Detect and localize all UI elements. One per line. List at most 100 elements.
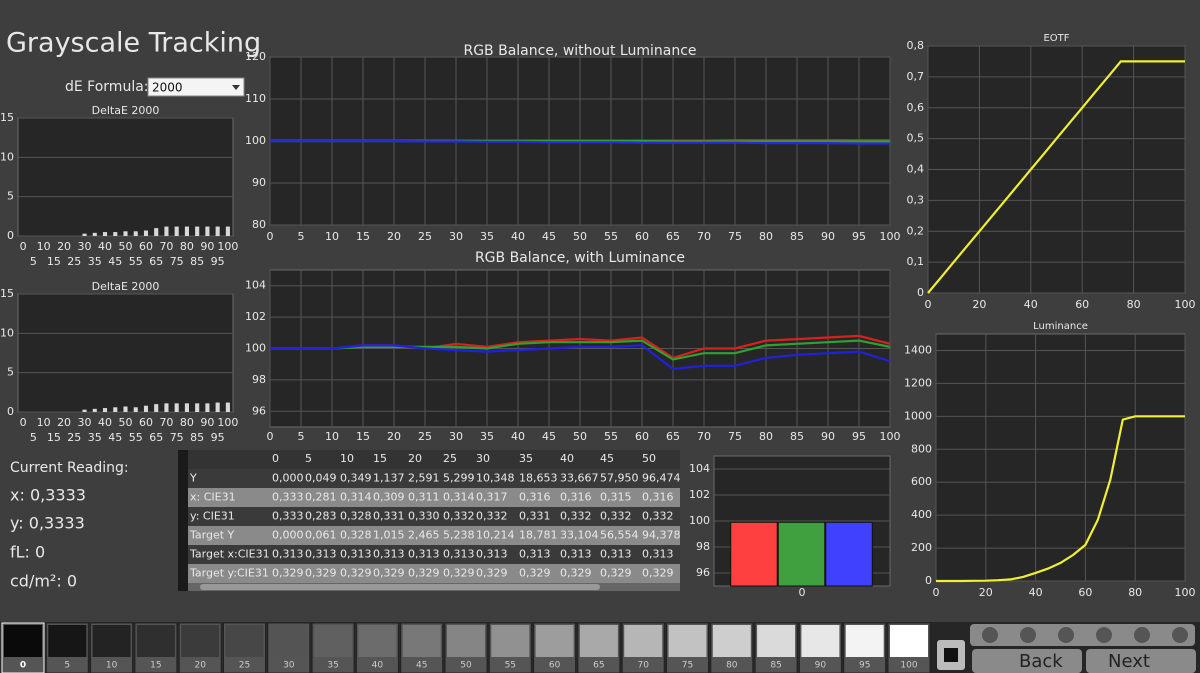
y-tick-label: 1200 [904,376,932,389]
table-row [188,545,680,564]
swatch-label[interactable]: 75 [682,661,693,671]
y-tick-label: 0 [925,574,932,587]
x-tick-label: 55 [129,431,143,444]
x-tick-label: 15 [47,431,61,444]
button[interactable] [1020,627,1036,643]
y-tick-label: 1400 [904,343,932,356]
swatch-label[interactable]: 25 [239,661,250,671]
table-cell: 0,309 [373,491,405,504]
table-cell: 0,332 [600,510,632,523]
x-tick-label: 20 [57,416,71,429]
y-tick-label: 98 [252,373,266,386]
swatch-label[interactable]: 55 [505,661,516,671]
table-row [188,488,680,507]
swatch-label[interactable]: 90 [815,661,827,671]
next-label[interactable]: Next [1108,651,1150,672]
formula-value[interactable]: 2000 [152,81,183,95]
swatch-label[interactable]: 70 [637,661,649,671]
plot-area [935,333,1186,582]
swatch-label[interactable]: 60 [549,661,561,671]
back-button[interactable] [972,649,1082,673]
y-tick-label: 80 [252,218,266,231]
x-tick-label: 45 [542,230,556,243]
swatch-label[interactable]: 65 [593,661,604,671]
button[interactable] [982,627,998,643]
x-tick-label: 60 [139,240,153,253]
swatch-label[interactable]: 5 [64,661,70,671]
button[interactable] [1096,627,1112,643]
bar [102,232,108,236]
swatch [624,625,663,657]
swatch-label[interactable]: 20 [194,661,206,671]
table-cell: 0,349 [340,472,372,485]
back-label[interactable]: Back [1019,651,1063,672]
table-cell: 0,328 [340,510,372,523]
y-tick-label: 100 [245,134,266,147]
swatch-label[interactable]: 15 [150,661,161,671]
table-cell: 5,238 [443,529,475,542]
swatch [402,625,441,657]
table-cell: 0,313 [272,548,304,561]
table-cell: 2,591 [408,472,440,485]
x-tick-label: 95 [852,430,866,443]
y-tick-label: 10 [0,150,14,163]
x-tick-label: 100 [217,416,238,429]
swatch-label[interactable]: 100 [900,661,917,671]
column-header: 30 [476,452,490,465]
y-tick-label: 110 [245,92,266,105]
y-tick-label: 1000 [904,409,932,422]
swatch-label[interactable]: 35 [327,661,338,671]
x-tick-label: 30 [449,230,463,243]
button[interactable] [1058,627,1074,643]
bar [92,232,97,236]
table-cell: 0,061 [305,529,337,542]
x-tick-label: 25 [418,230,432,243]
table-cell: 0,316 [642,491,674,504]
x-tick-label: 10 [325,230,339,243]
button[interactable] [1134,627,1150,643]
swatch [890,625,928,657]
x-tick-label: 80 [1128,586,1142,599]
chart-title: Luminance [1033,321,1088,332]
swatch-label[interactable]: 85 [770,661,781,671]
swatch-label[interactable]: 95 [859,661,870,671]
x-tick-label: 70 [697,430,711,443]
x-tick-label: 80 [759,430,773,443]
y-tick-label: 102 [245,310,266,323]
x-tick-label: 5 [298,230,305,243]
next-button[interactable] [1086,649,1196,673]
table-cell: 0,315 [600,491,632,504]
swatch-label[interactable]: 45 [416,661,427,671]
swatch [269,625,308,657]
swatch-label[interactable]: 0 [20,661,26,671]
playback-bar [970,624,1195,646]
swatch-label[interactable]: 10 [106,661,118,671]
y-tick-label: 15 [0,287,14,300]
bar [143,230,149,236]
x-tick-label: 80 [180,416,194,429]
bar [777,521,826,587]
table-row [188,526,680,545]
table-cell: 0,333 [272,510,304,523]
bar [82,233,87,236]
bar [184,226,189,236]
x-tick-label: 35 [88,255,102,268]
x-tick-label: 90 [200,416,214,429]
swatch [92,625,131,657]
x-tick-label: 10 [37,240,51,253]
bar [215,402,220,412]
swatch-label[interactable]: 40 [372,661,384,671]
formula-select[interactable] [147,77,245,97]
x-tick-label: 100 [880,230,901,243]
table-cell: 0,316 [560,491,592,504]
swatch-label[interactable]: 30 [283,661,295,671]
x-tick-label: 85 [190,431,204,444]
swatch-label[interactable]: 80 [726,661,738,671]
bar [123,406,128,412]
y-tick-label: 800 [911,442,932,455]
swatch-label[interactable]: 50 [460,661,472,671]
bar [195,403,200,412]
bar [205,403,210,412]
column-header: 40 [560,452,574,465]
button[interactable] [1172,627,1188,643]
